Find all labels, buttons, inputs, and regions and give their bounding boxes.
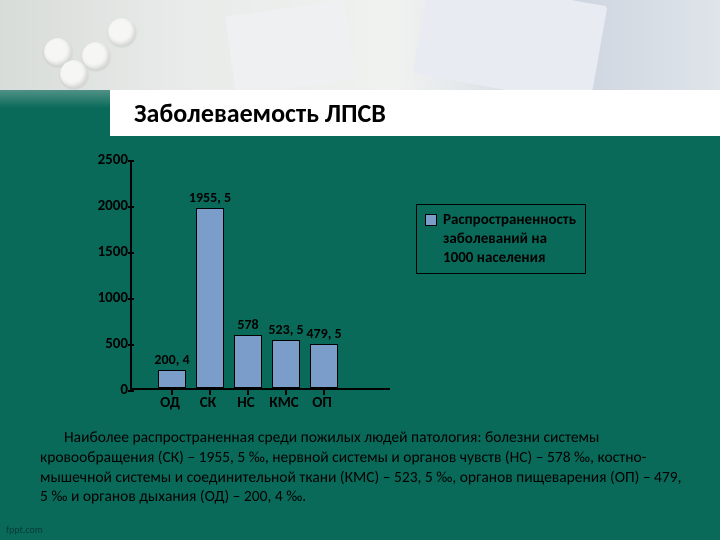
y-tick: 2000 [84, 197, 128, 215]
bar-value-label: 1955, 5 [189, 189, 231, 206]
x-label-ОП: ОП [312, 394, 332, 412]
header-photo-band [0, 0, 720, 90]
bar-value-label: 523, 5 [268, 321, 303, 338]
y-tick: 1000 [84, 289, 128, 307]
x-label-ОД: ОД [160, 394, 180, 412]
legend-text: Распространенность заболеваний на 1000 н… [443, 211, 577, 267]
x-label-НС: НС [237, 394, 254, 412]
bar-НС: 578 [234, 335, 262, 388]
y-tick: 500 [84, 335, 128, 353]
bar-value-label: 479, 5 [306, 325, 341, 342]
page-title: Заболеваемость ЛПСВ [134, 97, 386, 129]
x-label-СК: СК [200, 394, 216, 412]
description-paragraph: Наиболее распространенная среди пожилых … [40, 428, 690, 507]
bar-ОД: 200, 4 [158, 370, 186, 388]
footer-credit: fppt.com [6, 523, 43, 536]
y-tick: 2500 [84, 151, 128, 169]
bar-chart: 05001000150020002500200, 41955, 5578523,… [70, 160, 600, 425]
bar-value-label: 200, 4 [154, 351, 189, 368]
bar-value-label: 578 [237, 316, 258, 333]
bar-СК: 1955, 5 [196, 208, 224, 388]
chart-legend: Распространенность заболеваний на 1000 н… [416, 204, 586, 274]
y-tick: 0 [84, 381, 128, 399]
x-label-КМС: КМС [269, 394, 299, 412]
bar-ОП: 479, 5 [310, 344, 338, 388]
plot-area: 05001000150020002500200, 41955, 5578523,… [130, 160, 390, 390]
y-tick: 1500 [84, 243, 128, 261]
bar-КМС: 523, 5 [272, 340, 300, 388]
legend-swatch [425, 214, 437, 226]
title-bar: Заболеваемость ЛПСВ [110, 90, 720, 136]
